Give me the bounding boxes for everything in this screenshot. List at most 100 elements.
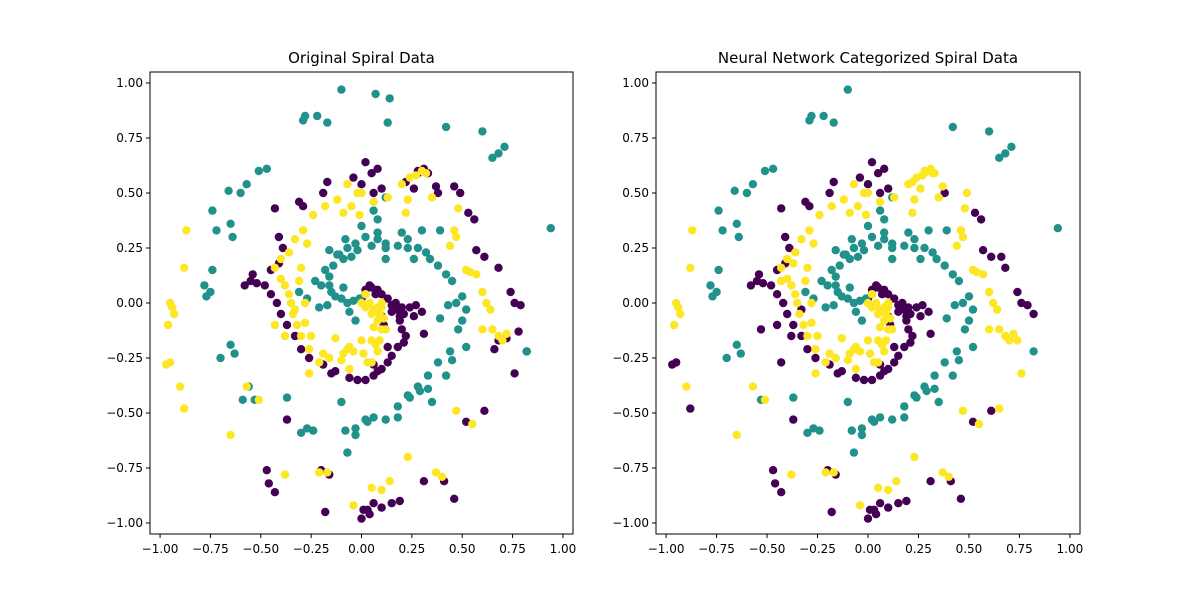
data-point xyxy=(829,468,838,477)
data-point xyxy=(276,274,286,283)
data-point xyxy=(916,254,925,264)
data-point xyxy=(262,466,271,475)
data-point xyxy=(357,514,366,523)
data-point xyxy=(494,149,503,158)
data-point xyxy=(857,316,867,325)
data-point xyxy=(873,169,883,178)
data-point xyxy=(341,235,350,244)
data-point xyxy=(450,494,459,503)
data-point xyxy=(875,197,885,206)
data-point xyxy=(817,276,826,286)
data-point xyxy=(369,206,378,215)
data-point xyxy=(353,246,362,255)
data-point xyxy=(321,265,330,275)
data-point xyxy=(952,347,961,356)
data-point xyxy=(361,290,370,299)
y-tick-label: −0.25 xyxy=(106,351,143,365)
data-point xyxy=(787,470,796,479)
data-point xyxy=(226,430,235,440)
data-point xyxy=(670,320,679,330)
data-point xyxy=(286,298,296,308)
data-point xyxy=(760,395,770,404)
x-tick-label: 1.00 xyxy=(550,542,577,556)
data-point xyxy=(938,468,947,477)
y-tick-label: −0.75 xyxy=(612,461,649,475)
data-point xyxy=(938,182,947,191)
data-point xyxy=(369,305,378,314)
x-tick-label: 1.00 xyxy=(1057,542,1084,556)
data-point xyxy=(851,364,861,374)
data-point xyxy=(888,325,897,334)
data-point xyxy=(890,294,899,303)
data-point xyxy=(333,195,342,204)
data-point xyxy=(498,336,507,345)
data-point xyxy=(270,204,280,213)
data-point xyxy=(309,426,318,435)
data-point xyxy=(280,331,290,341)
data-point xyxy=(748,382,758,391)
data-point xyxy=(900,241,909,250)
data-point xyxy=(884,485,893,495)
x-tick-label: −0.50 xyxy=(242,542,279,556)
y-tick-label: −0.75 xyxy=(106,461,143,475)
data-point xyxy=(242,382,251,391)
data-point xyxy=(993,305,1002,314)
data-point xyxy=(910,452,919,462)
data-point xyxy=(1053,224,1063,233)
data-point xyxy=(863,221,873,231)
data-point xyxy=(337,397,346,407)
data-point xyxy=(246,276,255,286)
data-point xyxy=(831,281,840,290)
x-tick-label: 0.75 xyxy=(1006,542,1033,556)
data-point xyxy=(413,243,423,253)
data-point xyxy=(290,235,300,244)
data-point xyxy=(732,340,741,349)
data-point xyxy=(292,320,302,330)
data-point xyxy=(920,243,929,253)
data-point xyxy=(421,169,431,178)
data-point xyxy=(300,111,310,121)
data-point xyxy=(417,307,427,316)
data-point xyxy=(932,254,941,264)
data-point xyxy=(940,188,949,198)
data-point xyxy=(718,226,727,235)
data-point xyxy=(801,287,810,297)
data-point xyxy=(325,281,334,290)
data-point xyxy=(212,226,221,235)
y-tick-label: 0.25 xyxy=(116,241,143,255)
data-point xyxy=(916,312,925,321)
data-point xyxy=(1001,263,1010,272)
data-point xyxy=(435,226,445,235)
data-point xyxy=(770,479,780,488)
data-point xyxy=(791,248,800,257)
data-point xyxy=(956,226,966,235)
data-point xyxy=(180,263,189,272)
data-point xyxy=(272,298,282,308)
data-point xyxy=(863,188,873,198)
data-point xyxy=(777,204,786,213)
data-point xyxy=(371,340,380,349)
data-point xyxy=(853,202,863,211)
data-point xyxy=(224,186,233,195)
data-point xyxy=(403,243,412,253)
data-point xyxy=(843,397,852,407)
data-point xyxy=(351,316,360,325)
data-point xyxy=(323,468,332,477)
data-point xyxy=(922,386,931,396)
data-point xyxy=(284,290,294,299)
data-point xyxy=(369,188,378,198)
data-point xyxy=(964,316,974,325)
data-point xyxy=(445,241,455,250)
data-point xyxy=(908,331,917,341)
x-tick-label: −1.00 xyxy=(142,542,179,556)
data-point xyxy=(968,342,978,352)
data-point xyxy=(317,281,326,290)
data-point xyxy=(480,406,489,415)
data-point xyxy=(298,226,308,235)
data-point xyxy=(734,232,743,242)
data-point xyxy=(875,499,885,508)
data-point xyxy=(349,501,358,510)
data-point xyxy=(343,180,352,189)
data-point xyxy=(393,342,402,352)
data-point xyxy=(748,180,758,189)
